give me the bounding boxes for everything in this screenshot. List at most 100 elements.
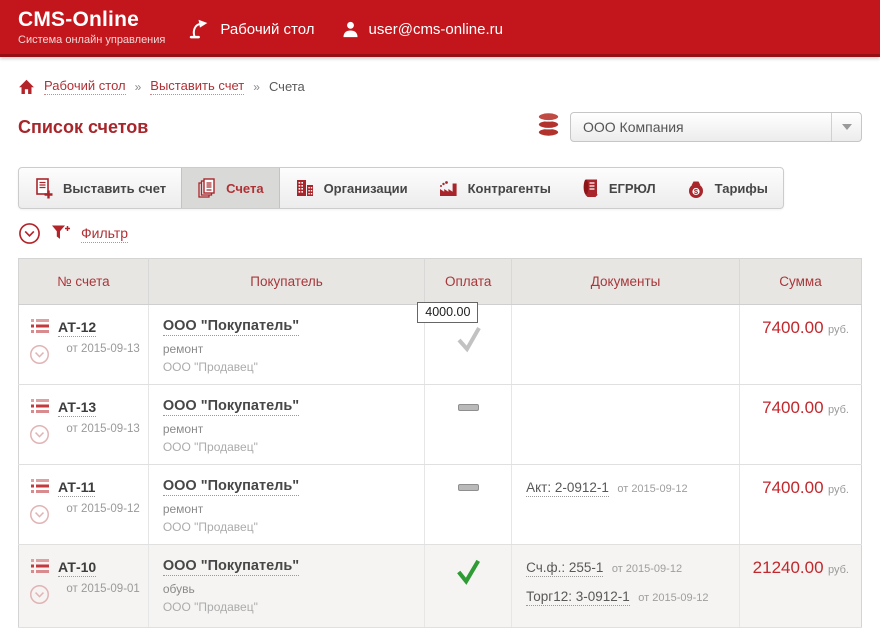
row-expand-icon[interactable]	[29, 504, 50, 530]
table-row: АТ-11 от 2015-09-12 ООО "Покупатель" рем…	[18, 464, 862, 545]
document-link[interactable]: Сч.ф.: 255-1	[526, 560, 604, 577]
invoice-subject: ремонт	[162, 342, 204, 356]
brand-tagline: Система онлайн управления	[18, 34, 166, 46]
tab-tariffs[interactable]: $ Тарифы	[671, 168, 783, 208]
breadcrumb: Рабочий стол » Выставить счет » Счета	[18, 78, 862, 95]
tab-invoices[interactable]: Счета	[181, 168, 280, 208]
tab-label: Счета	[226, 180, 264, 196]
payment-none-icon[interactable]	[457, 404, 479, 411]
breadcrumb-separator: »	[253, 79, 260, 94]
currency-label: руб.	[828, 484, 849, 496]
currency-label: руб.	[828, 404, 849, 416]
brand: CMS-Online Система онлайн управления	[18, 8, 165, 46]
invoice-subject: ремонт	[162, 422, 204, 436]
page-title: Список счетов	[18, 117, 149, 137]
invoice-date: от 2015-09-01	[66, 583, 140, 595]
tab-organizations[interactable]: Организации	[280, 168, 423, 208]
seller-name: ООО "Продавец"	[162, 600, 258, 614]
row-menu-icon[interactable]	[30, 399, 49, 419]
top-nav: Рабочий стол user@cms-online.ru	[187, 17, 503, 41]
payment-paid-check-icon[interactable]	[454, 559, 482, 590]
user-account-link[interactable]: user@cms-online.ru	[341, 20, 503, 39]
company-select-value: ООО Компания	[583, 119, 684, 135]
col-header-payment: Оплата	[424, 258, 513, 305]
user-icon	[341, 20, 360, 39]
home-icon[interactable]	[18, 79, 35, 95]
currency-label: руб.	[828, 564, 849, 576]
tab-bar: Выставить счет Счета Организации Контраг…	[18, 167, 784, 209]
row-menu-icon[interactable]	[30, 479, 49, 499]
collapse-circle-icon[interactable]	[18, 222, 41, 245]
tab-counterparties[interactable]: Контрагенты	[423, 168, 566, 208]
filter-toggle[interactable]: Фильтр	[81, 224, 129, 243]
filter-row: Фильтр	[18, 222, 862, 245]
payment-tooltip: 4000.00	[417, 302, 479, 323]
desk-lamp-icon	[187, 17, 211, 41]
invoice-number-link[interactable]: АТ-12	[58, 319, 97, 337]
building-icon	[295, 178, 315, 198]
tab-label: ЕГРЮЛ	[608, 180, 656, 196]
top-bar: CMS-Online Система онлайн управления Раб…	[0, 0, 880, 57]
database-icon	[536, 111, 561, 143]
chevron-down-icon	[841, 124, 852, 130]
invoice-number-link[interactable]: АТ-13	[58, 399, 97, 417]
breadcrumb-current: Счета	[268, 79, 305, 94]
document-date: от 2015-09-12	[638, 592, 709, 604]
tab-label: Тарифы	[714, 180, 768, 196]
invoices-stack-icon	[197, 177, 217, 199]
tab-label: Организации	[323, 180, 408, 196]
invoice-amount: 7400.00	[762, 478, 824, 497]
invoices-table: № счета Покупатель Оплата Документы Сумм…	[18, 258, 862, 628]
document-date: от 2015-09-12	[617, 483, 688, 495]
seller-name: ООО "Продавец"	[162, 520, 258, 534]
row-menu-icon[interactable]	[30, 559, 49, 579]
document-link[interactable]: Торг12: 3-0912-1	[526, 589, 630, 606]
user-email: user@cms-online.ru	[368, 20, 503, 38]
document-date: от 2015-09-12	[611, 563, 683, 575]
buyer-link[interactable]: ООО "Покупатель"	[162, 398, 300, 416]
col-header-documents: Документы	[511, 258, 740, 305]
invoice-date: от 2015-09-12	[66, 503, 140, 515]
tab-egrul[interactable]: ЕГРЮЛ	[566, 168, 671, 208]
company-selector: ООО Компания	[536, 111, 862, 143]
filter-funnel-icon[interactable]	[51, 224, 71, 243]
table-row: АТ-12 от 2015-09-13 ООО "Покупатель" рем…	[18, 302, 862, 385]
tab-issue-invoice[interactable]: Выставить счет	[19, 168, 181, 208]
invoice-subject: обувь	[162, 582, 195, 596]
tab-label: Выставить счет	[63, 180, 167, 196]
row-expand-icon[interactable]	[29, 424, 50, 450]
seller-name: ООО "Продавец"	[162, 360, 258, 374]
row-expand-icon[interactable]	[29, 344, 50, 370]
buyer-link[interactable]: ООО "Покупатель"	[162, 478, 300, 496]
table-row: АТ-10 от 2015-09-01 ООО "Покупатель" обу…	[18, 544, 862, 628]
factory-icon	[438, 178, 459, 198]
invoice-number-link[interactable]: АТ-11	[58, 479, 96, 497]
invoice-number-link[interactable]: АТ-10	[58, 559, 97, 577]
company-select[interactable]: ООО Компания	[570, 112, 862, 142]
currency-label: руб.	[828, 324, 849, 336]
buyer-link[interactable]: ООО "Покупатель"	[162, 318, 300, 336]
desktop-link[interactable]: Рабочий стол	[187, 17, 315, 41]
invoice-date: от 2015-09-13	[66, 343, 140, 355]
col-header-amount: Сумма	[739, 258, 862, 305]
desktop-link-label: Рабочий стол	[220, 20, 315, 38]
company-select-arrow[interactable]	[831, 113, 861, 141]
row-menu-icon[interactable]	[30, 319, 49, 339]
payment-partial-check-icon[interactable]	[453, 325, 483, 358]
tab-label: Контрагенты	[467, 180, 551, 196]
breadcrumb-issue-invoice[interactable]: Выставить счет	[150, 78, 245, 95]
breadcrumb-desktop[interactable]: Рабочий стол	[44, 78, 126, 95]
table-row: АТ-13 от 2015-09-13 ООО "Покупатель" рем…	[18, 384, 862, 465]
col-header-number: № счета	[18, 258, 149, 305]
invoice-amount: 7400.00	[762, 318, 824, 337]
svg-text:$: $	[694, 187, 699, 196]
buyer-link[interactable]: ООО "Покупатель"	[162, 558, 300, 576]
invoice-date: от 2015-09-13	[66, 423, 140, 435]
payment-none-icon[interactable]	[457, 484, 479, 491]
invoice-amount: 7400.00	[762, 398, 824, 417]
breadcrumb-separator: »	[134, 79, 142, 94]
row-expand-icon[interactable]	[29, 584, 50, 610]
document-link[interactable]: Акт: 2-0912-1	[526, 480, 609, 497]
col-header-buyer: Покупатель	[148, 258, 426, 305]
invoice-subject: ремонт	[162, 502, 204, 516]
